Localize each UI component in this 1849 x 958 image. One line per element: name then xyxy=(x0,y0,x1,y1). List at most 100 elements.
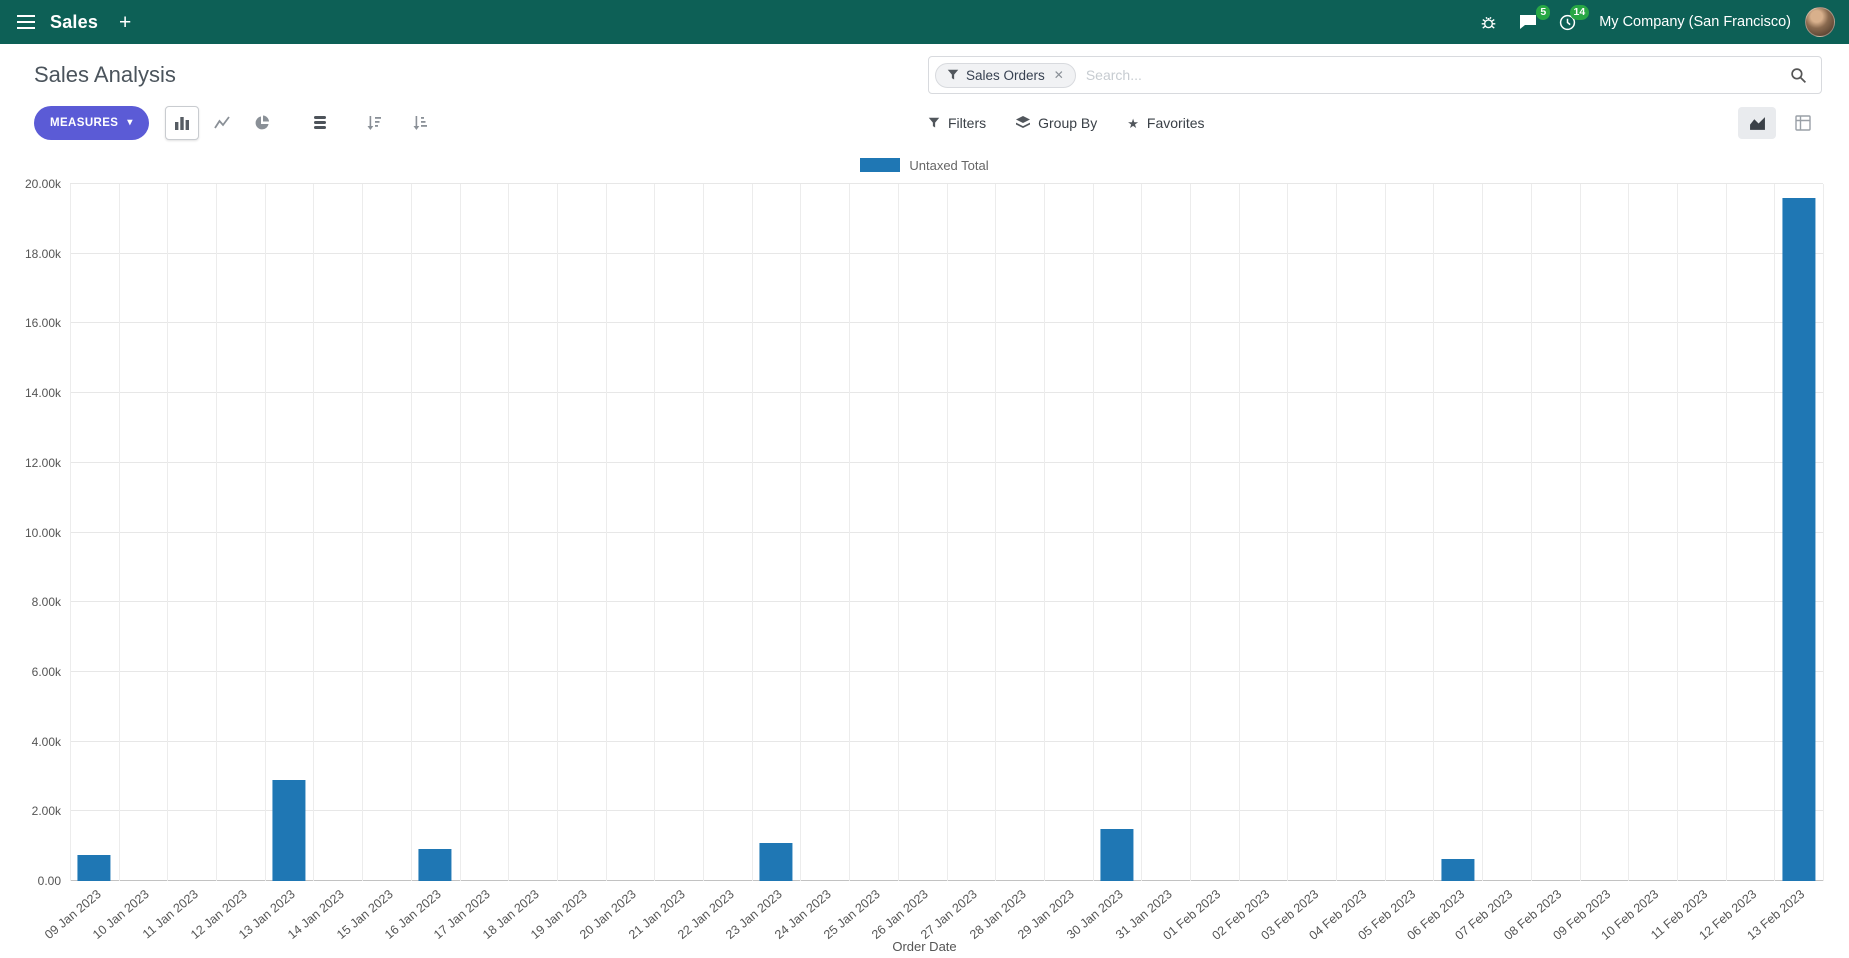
favorites-label: Favorites xyxy=(1146,115,1205,131)
y-axis-tick-label: 10.00k xyxy=(24,525,61,540)
group-by-button[interactable]: Group By xyxy=(1016,115,1097,131)
messages-icon[interactable]: 5 xyxy=(1510,5,1551,36)
measures-label: MEASURES xyxy=(50,117,119,129)
graph-toolbar: MEASURES ▾ xyxy=(34,106,928,140)
v-gridline xyxy=(410,184,412,881)
pivot-view-switch-icon[interactable] xyxy=(1784,107,1822,139)
stacked-toggle-icon[interactable] xyxy=(303,106,337,140)
v-gridline xyxy=(1433,184,1435,881)
x-axis-title: Order Date xyxy=(892,939,957,954)
filters-button[interactable]: Filters xyxy=(928,115,986,131)
company-switcher[interactable]: My Company (San Francisco) xyxy=(1599,14,1791,30)
chart-section: Untaxed Total 0.00 2.00k 4.00k 6.00k 8.00k 10… xyxy=(0,154,1849,954)
v-gridline xyxy=(167,184,169,881)
v-gridline xyxy=(216,184,218,881)
v-gridline xyxy=(459,184,461,881)
v-gridline xyxy=(946,184,948,881)
v-gridline xyxy=(1141,184,1143,881)
search-options-row: Filters Group By ★ Favorites xyxy=(928,107,1822,139)
bar[interactable] xyxy=(759,843,793,881)
group-by-label: Group By xyxy=(1038,115,1098,131)
bar[interactable] xyxy=(1100,828,1134,881)
sort-group xyxy=(357,106,437,140)
caret-down-icon: ▾ xyxy=(127,117,133,128)
v-gridline xyxy=(1287,184,1289,881)
bar[interactable] xyxy=(77,854,111,881)
filters-label: Filters xyxy=(948,115,987,131)
messages-badge: 5 xyxy=(1536,5,1551,21)
v-gridline xyxy=(849,184,851,881)
bar-chart-mode-icon[interactable] xyxy=(164,106,199,140)
v-gridline xyxy=(1189,184,1191,881)
favorites-star-icon: ★ xyxy=(1127,115,1139,131)
legend-label: Untaxed Total xyxy=(909,157,989,173)
navbar-left: Sales + xyxy=(8,6,140,39)
v-gridline xyxy=(800,184,802,881)
activities-clock-icon[interactable]: 14 xyxy=(1550,4,1590,37)
search-icon[interactable] xyxy=(1786,63,1811,88)
graph-view-switch-icon[interactable] xyxy=(1738,107,1776,139)
v-gridline xyxy=(1238,184,1240,881)
y-axis-tick-label: 0.00 xyxy=(37,874,61,888)
chart-type-group xyxy=(164,106,279,140)
y-axis-tick-label: 14.00k xyxy=(24,386,61,401)
bar[interactable] xyxy=(418,848,452,881)
pie-chart-mode-icon[interactable] xyxy=(245,106,279,140)
v-gridline xyxy=(1676,184,1678,881)
v-gridline xyxy=(1628,184,1630,881)
y-axis-tick-label: 16.00k xyxy=(24,316,61,331)
v-gridline xyxy=(605,184,607,881)
y-axis-tick-label: 18.00k xyxy=(24,246,61,261)
y-axis-tick-label: 4.00k xyxy=(31,734,61,749)
favorites-button[interactable]: ★ Favorites xyxy=(1127,115,1204,131)
filter-funnel-icon xyxy=(947,69,959,81)
y-axis-tick-label: 20.00k xyxy=(24,177,61,191)
group-by-layers-icon xyxy=(1016,116,1031,130)
sort-ascending-icon[interactable] xyxy=(403,106,437,140)
v-gridline xyxy=(995,184,997,881)
v-gridline xyxy=(1725,184,1727,881)
activities-badge: 14 xyxy=(1569,4,1590,20)
measures-button[interactable]: MEASURES ▾ xyxy=(34,106,149,140)
v-gridline xyxy=(1092,184,1094,881)
top-navbar: Sales + 5 14 My Company (San Francisco) xyxy=(0,0,1849,44)
apps-menu-icon[interactable] xyxy=(8,9,44,35)
v-gridline xyxy=(118,184,120,881)
v-gridline xyxy=(362,184,364,881)
v-gridline xyxy=(1482,184,1484,881)
app-name[interactable]: Sales xyxy=(50,11,99,32)
v-gridline xyxy=(1043,184,1045,881)
bar[interactable] xyxy=(1441,859,1475,881)
chart-legend-item[interactable]: Untaxed Total xyxy=(0,154,1849,176)
search-facet-sales-orders[interactable]: Sales Orders ✕ xyxy=(935,62,1076,88)
bug-icon[interactable] xyxy=(1471,8,1506,37)
legend-swatch xyxy=(860,158,901,172)
filter-cluster: Filters Group By ★ Favorites xyxy=(928,115,1205,131)
bar[interactable] xyxy=(272,779,306,881)
v-gridline xyxy=(751,184,753,881)
search-input[interactable] xyxy=(1075,67,1786,83)
v-gridline xyxy=(1823,184,1824,881)
search-bar[interactable]: Sales Orders ✕ xyxy=(928,56,1822,94)
v-gridline xyxy=(556,184,558,881)
page-title: Sales Analysis xyxy=(34,62,176,87)
plus-icon[interactable]: + xyxy=(110,6,140,39)
navbar-right: 5 14 My Company (San Francisco) xyxy=(1471,4,1835,37)
v-gridline xyxy=(1530,184,1532,881)
filters-funnel-icon xyxy=(928,117,940,129)
control-panel: Sales Analysis Sales Orders ✕ MEASURES ▾ xyxy=(0,44,1849,140)
v-gridline xyxy=(1384,184,1386,881)
bar[interactable] xyxy=(1782,197,1816,881)
line-chart-mode-icon[interactable] xyxy=(205,106,239,140)
v-gridline xyxy=(508,184,510,881)
remove-facet-icon[interactable]: ✕ xyxy=(1053,68,1064,82)
v-gridline xyxy=(313,184,315,881)
y-axis-tick-label: 6.00k xyxy=(31,664,61,679)
v-gridline xyxy=(1774,184,1776,881)
sort-descending-icon[interactable] xyxy=(357,106,391,140)
v-gridline xyxy=(264,184,266,881)
v-gridline xyxy=(1579,184,1581,881)
v-gridline xyxy=(654,184,656,881)
y-axis-tick-label: 2.00k xyxy=(31,804,61,819)
user-avatar[interactable] xyxy=(1805,7,1835,37)
